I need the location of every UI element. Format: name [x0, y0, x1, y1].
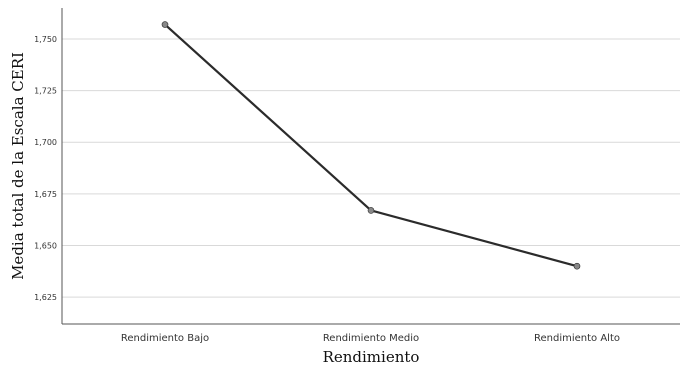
x-axis-title: Rendimiento	[323, 348, 420, 366]
y-tick-label: 1,725	[34, 87, 57, 96]
y-tick-label: 1,700	[34, 138, 57, 147]
x-tick-labels: Rendimiento Bajo Rendimiento Medio Rendimi…	[121, 333, 620, 344]
y-axis-title: Media total de la Escala CERI	[9, 52, 27, 280]
x-tick-label: Rendimiento Alto	[534, 333, 620, 344]
data-point	[573, 262, 581, 270]
y-tick-label: 1,625	[34, 293, 57, 302]
grid-lines	[62, 38, 680, 298]
y-tick-label: 1,650	[34, 242, 57, 251]
x-tick-label: Rendimiento Medio	[323, 333, 419, 344]
series	[161, 21, 581, 270]
data-point	[161, 21, 169, 28]
x-tick-label: Rendimiento Bajo	[121, 333, 209, 344]
data-point	[367, 207, 375, 214]
y-tick-labels: 1,625 1,650 1,675 1,700 1,725 1,750	[34, 35, 57, 302]
y-tick-label: 1,750	[34, 35, 57, 44]
y-tick-label: 1,675	[34, 190, 57, 199]
axes	[61, 8, 680, 325]
series-line	[164, 23, 578, 268]
